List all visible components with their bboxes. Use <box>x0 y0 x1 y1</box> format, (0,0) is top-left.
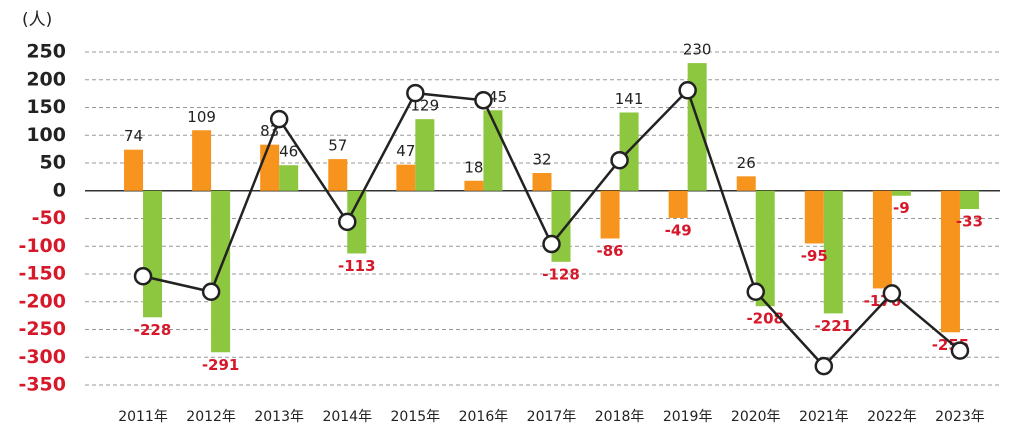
data-label: 26 <box>737 154 756 172</box>
bar <box>891 190 911 196</box>
bar <box>192 130 212 191</box>
bar <box>940 190 960 333</box>
data-label: 18 <box>464 158 483 176</box>
line-point <box>950 341 970 360</box>
bar <box>415 119 435 191</box>
data-label: 109 <box>187 108 216 126</box>
line-point <box>678 81 697 100</box>
bar <box>872 190 892 289</box>
x-tick-label: 2011年 <box>118 409 168 425</box>
y-tick-label: -150 <box>18 263 66 285</box>
data-label: 57 <box>328 137 347 155</box>
bar <box>347 190 367 254</box>
data-label: 74 <box>124 127 143 145</box>
line-point <box>814 356 834 376</box>
line-point <box>542 234 561 254</box>
bar <box>396 164 416 191</box>
unit-label: (人) <box>22 10 52 30</box>
y-tick-label: 0 <box>53 179 66 201</box>
bar <box>823 190 843 314</box>
y-tick-label: -100 <box>18 235 66 257</box>
line-point <box>474 91 493 110</box>
x-tick-label: 2016年 <box>459 409 509 425</box>
data-label: 141 <box>615 90 644 108</box>
x-tick-label: 2017年 <box>527 409 577 425</box>
data-label: -208 <box>746 310 784 328</box>
x-tick-label: 2012年 <box>186 409 236 425</box>
data-label: 32 <box>532 150 551 168</box>
bar <box>736 176 756 191</box>
y-tick-label: 250 <box>26 41 66 63</box>
y-tick-label: 200 <box>26 68 66 90</box>
y-tick-label: -50 <box>32 207 66 229</box>
bar <box>124 149 144 191</box>
line-point <box>201 282 221 302</box>
y-tick-label: -300 <box>18 346 66 368</box>
data-label: 46 <box>279 143 298 161</box>
data-label: -113 <box>338 257 376 275</box>
bar <box>668 190 688 218</box>
bar <box>143 190 163 318</box>
y-tick-label: 100 <box>26 124 66 146</box>
y-tick-label: 150 <box>26 96 66 118</box>
x-tick-label: 2014年 <box>322 409 372 425</box>
y-tick-label: 50 <box>40 152 66 174</box>
x-tick-label: 2018年 <box>595 409 645 425</box>
y-tick-label: -200 <box>18 290 66 312</box>
line-point <box>269 109 289 129</box>
x-tick-label: 2015年 <box>391 409 441 425</box>
x-tick-label: 2022年 <box>867 409 917 425</box>
bar <box>328 159 348 191</box>
line-point <box>133 266 153 286</box>
bar <box>532 172 552 191</box>
data-label: 230 <box>683 41 712 59</box>
data-label: 47 <box>396 142 415 160</box>
x-tick-label: 2019年 <box>663 409 713 425</box>
data-label: -291 <box>202 356 240 374</box>
bar <box>464 180 484 191</box>
x-tick-label: 2021年 <box>799 409 849 425</box>
data-label: -49 <box>665 221 692 239</box>
line-point <box>746 282 765 302</box>
bar <box>211 190 231 353</box>
x-tick-label: 2013年 <box>254 409 304 425</box>
bar <box>804 190 824 244</box>
data-label: -221 <box>815 317 853 335</box>
data-label: -95 <box>801 247 828 265</box>
y-tick-label: -250 <box>18 318 66 340</box>
data-label: -228 <box>134 321 172 339</box>
data-label: -86 <box>597 242 624 260</box>
data-label: -33 <box>956 213 983 231</box>
x-tick-label: 2023年 <box>935 409 985 425</box>
bar <box>755 190 775 307</box>
bar <box>959 190 979 210</box>
bar <box>279 165 299 191</box>
data-label: -128 <box>542 265 580 283</box>
y-tick-label: -350 <box>18 374 66 396</box>
x-tick-label: 2020年 <box>731 409 781 425</box>
line-point <box>610 150 629 170</box>
line-point <box>338 212 357 232</box>
bar <box>260 144 280 191</box>
bar <box>600 190 620 239</box>
line-point <box>882 284 902 303</box>
data-label: -9 <box>893 199 910 217</box>
line-point <box>406 83 425 103</box>
